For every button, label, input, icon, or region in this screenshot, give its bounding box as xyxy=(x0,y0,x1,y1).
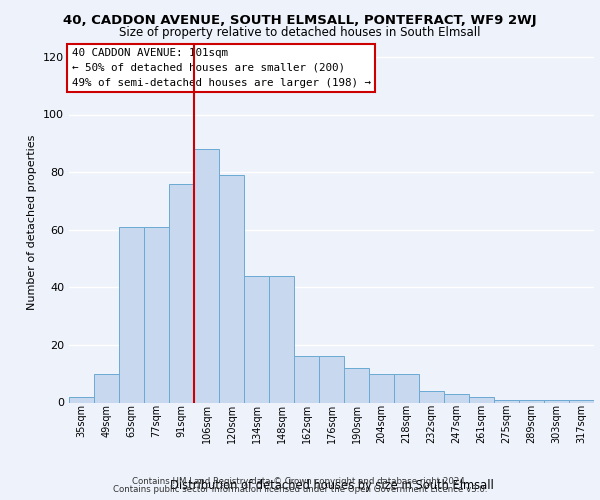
Bar xyxy=(319,356,344,403)
Text: Contains HM Land Registry data © Crown copyright and database right 2024.: Contains HM Land Registry data © Crown c… xyxy=(132,477,468,486)
Bar xyxy=(269,276,294,402)
Bar xyxy=(444,394,469,402)
Bar xyxy=(344,368,369,402)
Bar xyxy=(419,391,444,402)
Text: Size of property relative to detached houses in South Elmsall: Size of property relative to detached ho… xyxy=(119,26,481,39)
X-axis label: Distribution of detached houses by size in South Elmsall: Distribution of detached houses by size … xyxy=(170,480,493,492)
Y-axis label: Number of detached properties: Number of detached properties xyxy=(28,135,37,310)
Bar xyxy=(69,396,94,402)
Bar xyxy=(394,374,419,402)
Text: 40 CADDON AVENUE: 101sqm
← 50% of detached houses are smaller (200)
49% of semi-: 40 CADDON AVENUE: 101sqm ← 50% of detach… xyxy=(71,48,371,88)
Bar xyxy=(94,374,119,402)
Bar xyxy=(169,184,194,402)
Bar xyxy=(119,227,144,402)
Bar xyxy=(294,356,319,403)
Bar xyxy=(244,276,269,402)
Bar xyxy=(194,149,219,403)
Bar xyxy=(469,396,494,402)
Bar xyxy=(494,400,519,402)
Bar xyxy=(369,374,394,402)
Bar xyxy=(544,400,569,402)
Bar xyxy=(144,227,169,402)
Text: Contains public sector information licensed under the Open Government Licence v3: Contains public sector information licen… xyxy=(113,484,487,494)
Bar xyxy=(569,400,594,402)
Bar xyxy=(219,175,244,402)
Text: 40, CADDON AVENUE, SOUTH ELMSALL, PONTEFRACT, WF9 2WJ: 40, CADDON AVENUE, SOUTH ELMSALL, PONTEF… xyxy=(63,14,537,27)
Bar xyxy=(519,400,544,402)
